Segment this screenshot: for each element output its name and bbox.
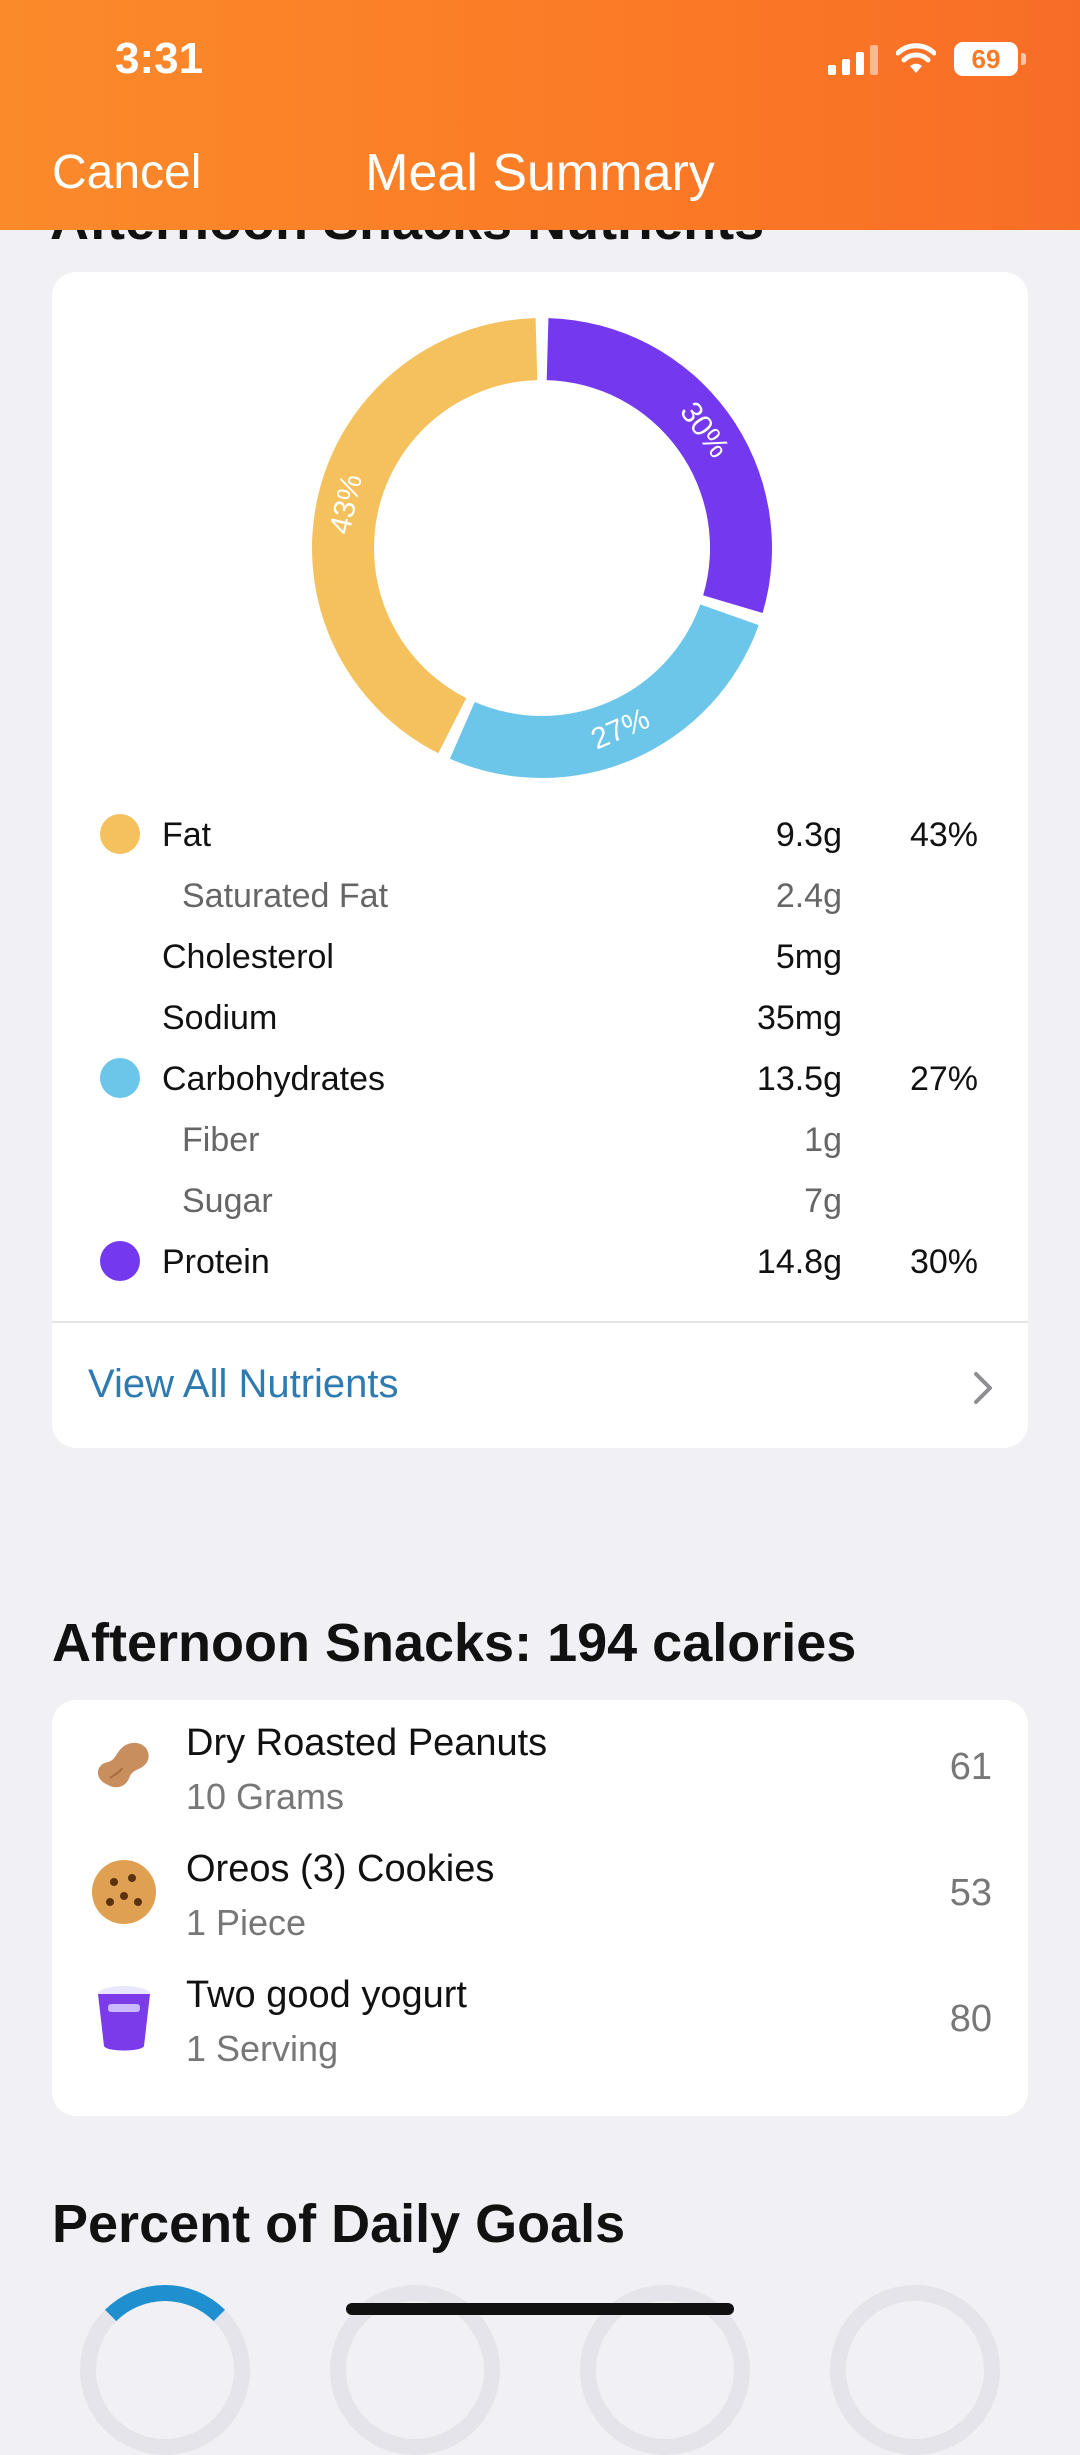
header-bar: 3:31 69 Cancel Meal Summary: [0, 0, 1080, 230]
chevron-right-icon[interactable]: [970, 1368, 998, 1408]
food-name: Dry Roasted Peanuts: [186, 1722, 548, 1764]
food-quantity: 10 Grams: [186, 1776, 345, 1817]
nutrient-row: Saturated Fat 2.4g: [52, 863, 1028, 923]
nutrient-amount: 13.5g: [756, 1060, 842, 1098]
nutrient-name: Protein: [162, 1243, 270, 1281]
cancel-button[interactable]: Cancel: [52, 146, 202, 199]
food-list-card: Dry Roasted Peanuts 10 Grams 61 Oreos (3…: [52, 1700, 1028, 2116]
nutrient-amount: 5mg: [775, 938, 842, 976]
battery-icon: 69: [954, 42, 1026, 76]
battery-level: 69: [971, 43, 1001, 74]
nutrient-name: Fiber: [182, 1121, 260, 1159]
food-name: Two good yogurt: [186, 1974, 467, 2016]
food-calories: 61: [949, 1746, 992, 1788]
food-name: Oreos (3) Cookies: [186, 1848, 495, 1890]
nutrient-percent: 27%: [909, 1060, 978, 1098]
nutrient-row: Protein 14.8g 30%: [52, 1229, 1028, 1289]
nutrient-row: Sugar 7g: [52, 1168, 1028, 1228]
meal-title: Afternoon Snacks: 194 calories: [52, 1613, 857, 1673]
cookie-icon: [92, 1860, 156, 1924]
donut-slice-fat: [312, 318, 538, 754]
status-icons: 69: [828, 42, 1026, 76]
goal-progress-ring[interactable]: [80, 2285, 250, 2455]
nutrient-amount: 14.8g: [756, 1243, 842, 1281]
food-item[interactable]: Two good yogurt 1 Serving 80: [52, 1958, 1028, 2084]
goal-progress-ring[interactable]: [830, 2285, 1000, 2455]
nutrient-name: Sodium: [162, 999, 278, 1037]
nutrient-name: Cholesterol: [162, 938, 334, 976]
nutrient-row: Cholesterol 5mg: [52, 924, 1028, 984]
nutrient-name: Saturated Fat: [182, 877, 389, 915]
peanut-icon: [97, 1742, 149, 1788]
legend-dot: [100, 1241, 140, 1281]
food-quantity: 1 Piece: [186, 1902, 307, 1943]
nutrient-name: Sugar: [182, 1182, 273, 1220]
nutrient-name: Carbohydrates: [162, 1060, 386, 1098]
home-indicator: [346, 2303, 734, 2315]
nutrient-row: Sodium 35mg: [52, 985, 1028, 1045]
legend-dot: [100, 1058, 140, 1098]
nutrient-row: Fat 9.3g 43%: [52, 802, 1028, 862]
food-quantity: 1 Serving: [186, 2028, 339, 2069]
nutrient-amount: 9.3g: [775, 816, 842, 854]
page-title: Meal Summary: [365, 144, 715, 202]
nutrient-name: Fat: [162, 816, 212, 854]
nutrient-percent: 30%: [909, 1243, 978, 1281]
food-item[interactable]: Oreos (3) Cookies 1 Piece 53: [52, 1832, 1028, 1958]
daily-goals-title: Percent of Daily Goals: [52, 2194, 626, 2254]
macro-donut-chart: 30%27%43%: [312, 318, 772, 778]
signal-icon: [828, 43, 878, 75]
status-time: 3:31: [115, 34, 204, 83]
donut-slice-protein: [546, 318, 772, 613]
yogurt-icon: [98, 1986, 150, 2051]
divider: [52, 1321, 1028, 1323]
nutrient-amount: 1g: [804, 1121, 842, 1159]
nutrient-amount: 7g: [804, 1182, 842, 1220]
food-calories: 53: [949, 1872, 992, 1914]
food-item[interactable]: Dry Roasted Peanuts 10 Grams 61: [52, 1706, 1028, 1832]
nutrient-percent: 43%: [909, 816, 978, 854]
nutrient-row: Carbohydrates 13.5g 27%: [52, 1046, 1028, 1106]
donut-slice-carbohydrates: [449, 604, 759, 778]
nutrient-row: Fiber 1g: [52, 1107, 1028, 1167]
wifi-icon: [896, 43, 936, 73]
nutrient-amount: 2.4g: [775, 877, 842, 915]
nutrient-amount: 35mg: [756, 999, 842, 1037]
view-all-nutrients-link[interactable]: View All Nutrients: [88, 1362, 399, 1406]
food-calories: 80: [949, 1998, 992, 2040]
legend-dot: [100, 814, 140, 854]
nutrients-card: 30% 27% 43% Fat 9.3g 43% Saturated Fat 2.4g Cho…: [52, 272, 1028, 1448]
